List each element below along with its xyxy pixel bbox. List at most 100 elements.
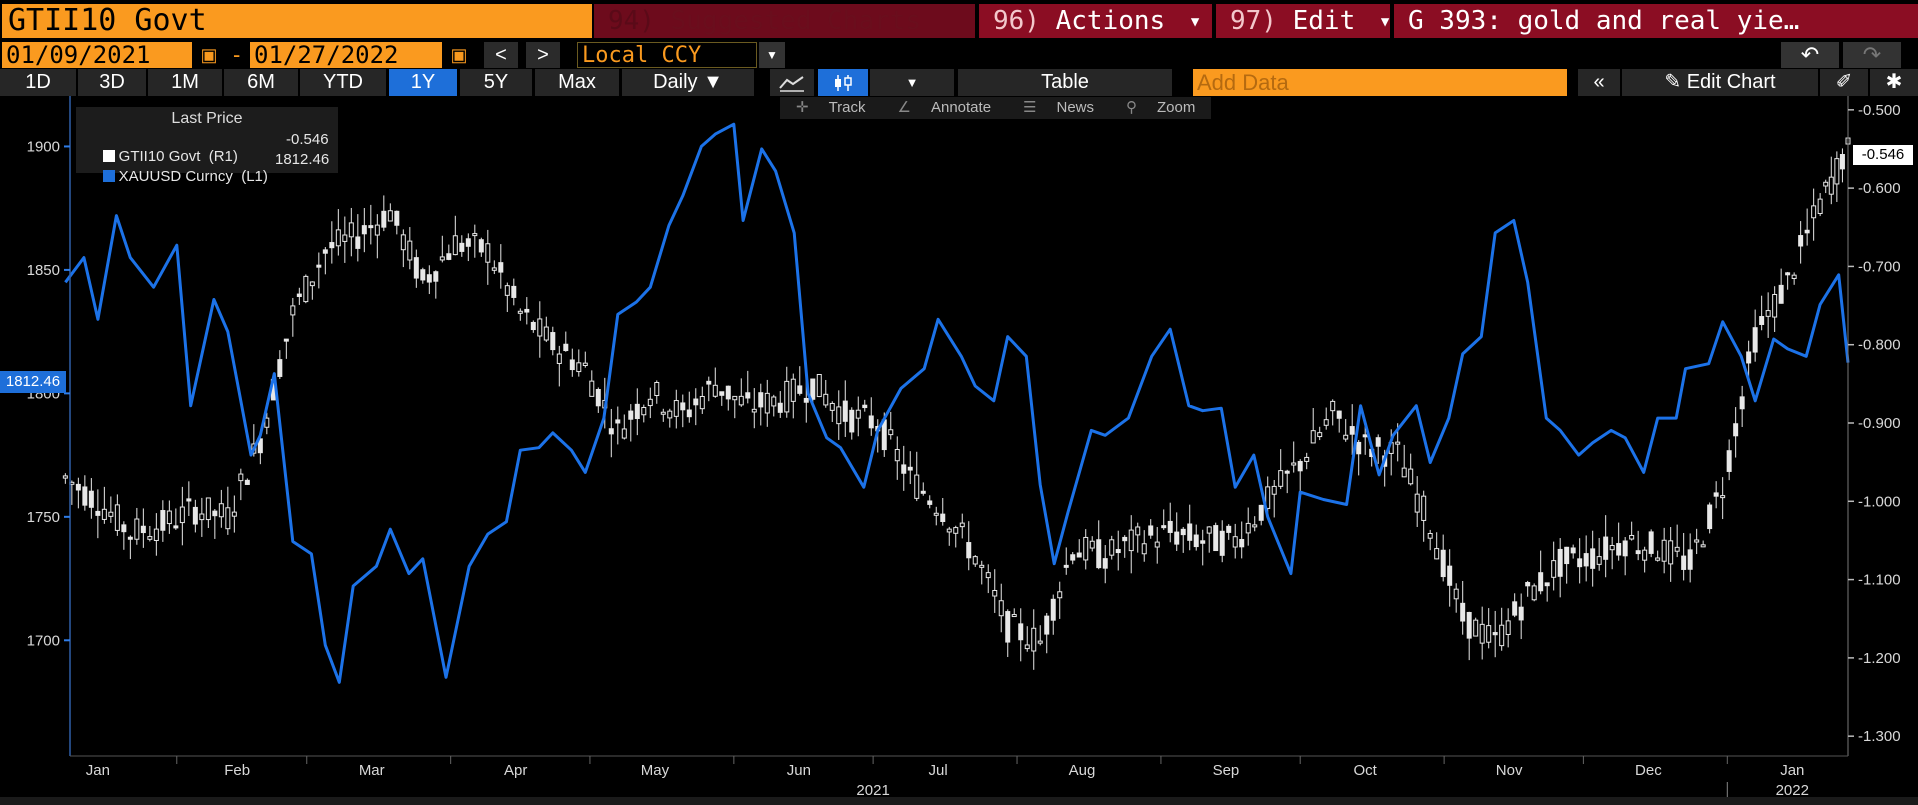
period-3d[interactable]: 3D — [78, 69, 146, 96]
candle-body — [205, 497, 211, 521]
candle-body — [771, 396, 777, 407]
news-button[interactable]: ☰ News — [1007, 97, 1110, 119]
period-toolbar: 1D 3D 1M 6M YTD 1Y 5Y Max Daily ▼ ▼ Tabl… — [0, 69, 1918, 96]
candle-body — [517, 310, 523, 314]
candle-body — [1577, 558, 1583, 568]
candle-body — [634, 403, 640, 420]
legend-value: -0.546 — [286, 131, 329, 148]
candlestick-glyph — [835, 75, 852, 91]
edit-button[interactable]: 97) Edit ▼ — [1216, 4, 1390, 38]
annotate-button[interactable]: ∠ Annotate — [882, 97, 1008, 119]
candle-body — [849, 409, 855, 433]
candle-body — [1609, 545, 1615, 551]
redo-button[interactable]: ↷ — [1843, 42, 1901, 68]
chevron-down-icon[interactable]: ▼ — [759, 42, 785, 68]
edit-chart-button[interactable]: ✎ Edit Chart — [1622, 69, 1818, 96]
candle-body — [1226, 525, 1232, 533]
candle-body — [732, 395, 738, 401]
candle-body — [1479, 623, 1485, 644]
suggested-charts-button[interactable]: 94) Suggested Charts — [594, 4, 975, 38]
calendar-icon[interactable]: ▣ — [200, 45, 218, 65]
candle-body — [1063, 564, 1069, 568]
period-1y[interactable]: 1Y — [389, 69, 457, 96]
gear-icon[interactable]: ✱ — [1870, 69, 1918, 96]
candle-body — [1109, 539, 1115, 556]
currency-field[interactable]: Local CCY — [577, 42, 757, 68]
legend-value: 1812.46 — [275, 151, 330, 168]
candle-body — [472, 233, 478, 237]
table-button[interactable]: Table — [958, 69, 1172, 96]
candle-body — [322, 249, 328, 254]
chart-title-button[interactable]: G 393: gold and real yie… — [1394, 4, 1918, 38]
candle-body — [1349, 426, 1355, 435]
track-button[interactable]: ✛ Track — [780, 97, 882, 119]
candle-body — [1694, 539, 1700, 543]
candle-body — [1200, 540, 1206, 544]
candle-body — [1018, 623, 1024, 641]
candle-body — [537, 318, 543, 337]
price-chart[interactable]: 17001750180018501900-1.300-1.200-1.100-1… — [0, 96, 1918, 797]
candle-body — [257, 438, 263, 454]
candle-body — [1317, 432, 1323, 438]
period-5y[interactable]: 5Y — [460, 69, 532, 96]
candle-body — [290, 305, 296, 316]
candle-body — [1096, 539, 1102, 569]
month-label: Oct — [1354, 762, 1378, 779]
legend-swatch — [102, 150, 115, 162]
candle-body — [1245, 522, 1251, 534]
period-1m[interactable]: 1M — [148, 69, 222, 96]
period-max[interactable]: Max — [535, 69, 619, 96]
candle-body — [985, 572, 991, 579]
chart-type-dropdown[interactable]: ▼ — [870, 69, 954, 96]
actions-button[interactable]: 96) Actions ▼ — [979, 4, 1212, 38]
candle-body — [1440, 549, 1446, 578]
pencil-icon: ✎ — [1664, 71, 1687, 93]
candle-body — [309, 281, 315, 287]
legend-row-gtii10: GTII10 Govt (R1) — [86, 131, 238, 182]
period-1d[interactable]: 1D — [0, 69, 76, 96]
candle-body — [218, 503, 224, 518]
candle-body — [1681, 555, 1687, 570]
candle-body — [1005, 611, 1011, 643]
candle-body — [62, 475, 68, 479]
legend[interactable]: Last Price GTII10 Govt (R1) -0.546 XAUUS… — [76, 107, 338, 185]
candle-body — [1414, 493, 1420, 513]
candlestick-icon[interactable] — [818, 69, 868, 96]
frequency-dropdown[interactable]: Daily ▼ — [622, 69, 754, 96]
candle-body — [1252, 524, 1258, 528]
candle-body — [1726, 450, 1732, 472]
candle-body — [1219, 530, 1225, 556]
security-ticker-field[interactable]: GTII10 Govt — [2, 4, 592, 38]
undo-button[interactable]: ↶ — [1781, 42, 1839, 68]
right-tick-label: -1.100 — [1858, 572, 1901, 589]
candle-body — [459, 242, 465, 252]
start-date-field[interactable]: 01/09/2021 — [2, 42, 192, 68]
candle-body — [777, 402, 783, 413]
period-6m[interactable]: 6M — [224, 69, 298, 96]
candle-body — [75, 483, 81, 491]
candle-body — [1044, 615, 1050, 635]
collapse-icon[interactable]: « — [1578, 69, 1620, 96]
month-label: Aug — [1069, 762, 1096, 779]
add-data-input[interactable]: Add Data — [1193, 69, 1567, 96]
calendar-icon[interactable]: ▣ — [450, 45, 468, 65]
next-period-button[interactable]: > — [526, 42, 560, 68]
candle-body — [725, 385, 731, 400]
candle-body — [816, 374, 822, 398]
candle-body — [1011, 614, 1017, 618]
end-date-field[interactable]: 01/27/2022 — [250, 42, 442, 68]
candle-body — [231, 511, 237, 517]
candle-body — [966, 542, 972, 559]
prev-period-button[interactable]: < — [484, 42, 518, 68]
candle-body — [1791, 274, 1797, 279]
period-ytd[interactable]: YTD — [300, 69, 386, 96]
candle-body — [1089, 540, 1095, 549]
line-chart-icon[interactable] — [770, 69, 814, 96]
candle-body — [296, 293, 302, 298]
candle-body — [1206, 526, 1212, 534]
edit-pencil-icon[interactable]: ✐ — [1820, 69, 1868, 96]
candle-body — [758, 392, 764, 408]
candle-body — [1310, 430, 1316, 444]
zoom-button[interactable]: ⚲ Zoom — [1110, 97, 1211, 119]
candle-body — [465, 238, 471, 247]
